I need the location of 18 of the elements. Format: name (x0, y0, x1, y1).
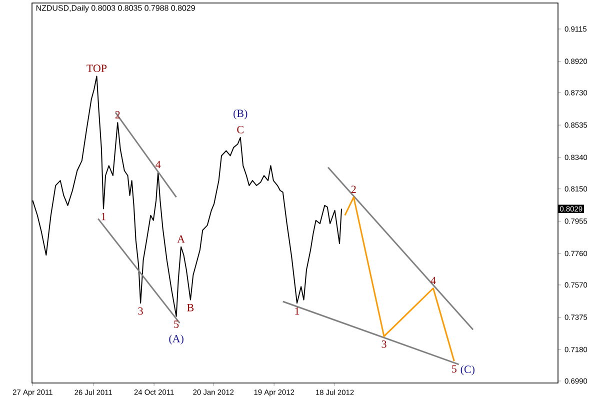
annotation: 3 (382, 340, 386, 348)
annotation: C (237, 126, 244, 134)
annotation: A (177, 235, 185, 243)
annotation: 1 (102, 212, 106, 220)
annotation: 5 (174, 320, 179, 328)
annotation: (C) (460, 365, 474, 376)
annotation: 5 (452, 365, 456, 373)
annotation: (A) (169, 334, 184, 345)
annotation: TOP (86, 64, 107, 72)
line-series (344, 196, 455, 362)
annotation: 1 (295, 307, 300, 315)
annotation: 2 (115, 111, 120, 118)
annotation: 4 (430, 276, 436, 284)
annotation: 2 (351, 186, 356, 193)
annotation: 3 (138, 307, 143, 315)
annotation: 4 (156, 160, 161, 168)
annotation: (B) (234, 109, 248, 120)
annotation: B (187, 304, 194, 312)
